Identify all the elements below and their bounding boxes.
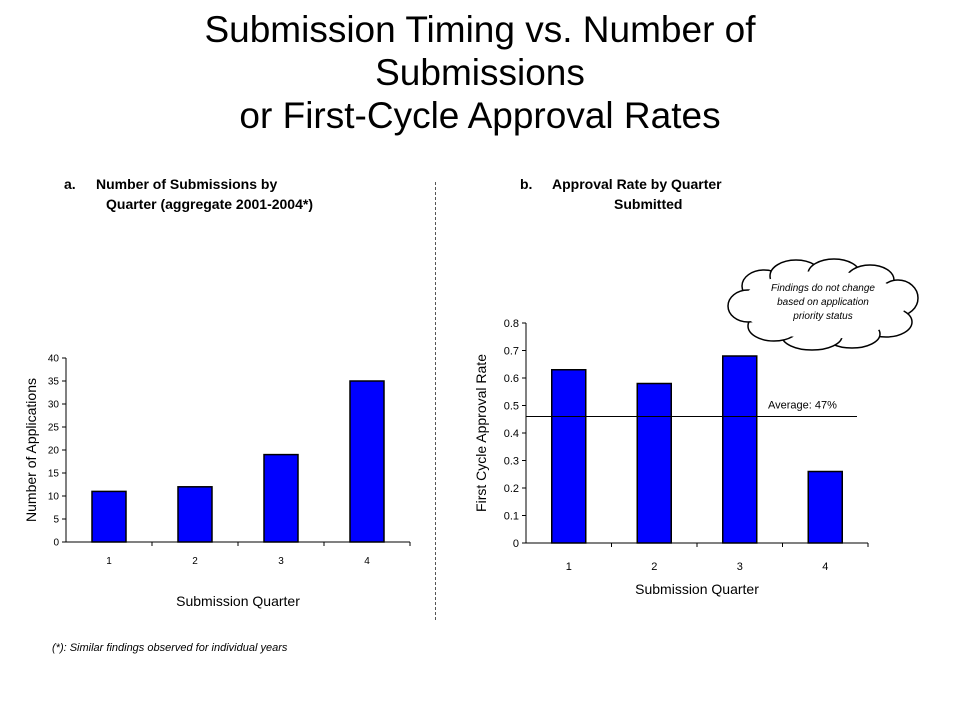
panel-a-heading-line-1: Number of Submissions by	[96, 176, 278, 192]
chart-b-bar-q4	[807, 470, 843, 544]
chart-b-y-tick-label: 0.2	[504, 483, 519, 495]
chart-b-x-tick-label: 1	[566, 561, 572, 573]
chart-a-y-tick-label: 10	[48, 492, 60, 503]
chart-a-bar-q4	[349, 380, 385, 543]
title-line-2: Submissions	[375, 52, 585, 93]
chart-b-y-tick-label: 0.4	[504, 428, 519, 440]
callout-cloud-body	[741, 271, 905, 339]
chart-approval-rate-by-quarter: 0 0.1 0.2 0.3 0.4 0.5 0.6 0.7 0.8 1 2 3 4 Submission …	[473, 258, 919, 597]
callout-text-line-1: Findings do not change	[771, 283, 875, 294]
panel-a-letter: a.	[64, 176, 76, 192]
chart-a-x-tick-label: 2	[192, 556, 198, 567]
chart-submissions-by-quarter: 0 5 10 15 20 25 30 35 40 1 2 3 4 Submission Quarter Nu…	[23, 354, 411, 609]
panel-b-heading: b. Approval Rate by Quarter Submitted	[520, 174, 800, 214]
chart-a-bar-q3	[263, 453, 299, 543]
chart-a-x-tick-label: 4	[364, 556, 370, 567]
panel-b-heading-line-1: Approval Rate by Quarter	[552, 176, 722, 192]
chart-b-x-tick-label: 3	[737, 561, 743, 573]
chart-b-bar-q3	[722, 355, 758, 544]
footnote: (*): Similar findings observed for indiv…	[52, 642, 288, 654]
chart-a-y-tick-label: 0	[53, 538, 59, 549]
panel-divider	[435, 182, 436, 620]
chart-b-average-label: Average: 47%	[768, 400, 837, 412]
panel-b-letter: b.	[520, 176, 533, 192]
callout-text-line-3: priority status	[792, 311, 852, 322]
chart-a-y-tick-label: 35	[48, 377, 60, 388]
chart-b-y-tick-label: 0.1	[504, 510, 519, 522]
chart-b-bar-q1	[551, 369, 587, 544]
callout-cloud: Findings do not change based on applicati…	[727, 258, 919, 351]
chart-a-bar-q1	[91, 490, 127, 543]
slide-title: Submission Timing vs. Number of Submissi…	[0, 8, 960, 168]
chart-b-x-tick-label: 2	[651, 561, 657, 573]
chart-a-x-tick-label: 1	[106, 556, 112, 567]
chart-b-y-tick-label: 0.8	[504, 318, 519, 330]
title-line-3: or First-Cycle Approval Rates	[239, 95, 721, 136]
panel-a-heading: a. Number of Submissions by Quarter (aggr…	[64, 174, 424, 214]
chart-a-y-axis-title: Number of Applications	[23, 378, 39, 522]
chart-a-y-tick-label: 40	[48, 354, 60, 365]
chart-a-y-tick-label: 30	[48, 400, 60, 411]
chart-a-y-tick-label: 15	[48, 469, 60, 480]
chart-b-y-tick-label: 0	[513, 538, 519, 550]
chart-b-y-tick-label: 0.7	[504, 345, 519, 357]
chart-b-x-tick-label: 4	[822, 561, 828, 573]
chart-b-bar-q2	[636, 382, 672, 544]
chart-b-x-axis-title: Submission Quarter	[635, 581, 759, 597]
chart-a-y-tick-label: 5	[53, 515, 59, 526]
chart-a-bar-q2	[177, 486, 213, 543]
callout-text-line-2: based on application	[777, 297, 869, 308]
title-line-1: Submission Timing vs. Number of	[204, 9, 756, 50]
panel-a-heading-line-2: Quarter (aggregate 2001-2004*)	[106, 196, 313, 212]
chart-a-y-tick-label: 25	[48, 423, 60, 434]
chart-b-y-tick-label: 0.6	[504, 373, 519, 385]
chart-a-x-axis-title: Submission Quarter	[176, 593, 300, 609]
chart-b-y-axis-title: First Cycle Approval Rate	[473, 354, 489, 512]
chart-b-y-tick-label: 0.3	[504, 455, 519, 467]
chart-a-y-tick-label: 20	[48, 446, 60, 457]
panel-b-heading-line-2: Submitted	[614, 196, 683, 212]
chart-b-y-tick-label: 0.5	[504, 400, 519, 412]
chart-a-x-tick-label: 3	[278, 556, 284, 567]
